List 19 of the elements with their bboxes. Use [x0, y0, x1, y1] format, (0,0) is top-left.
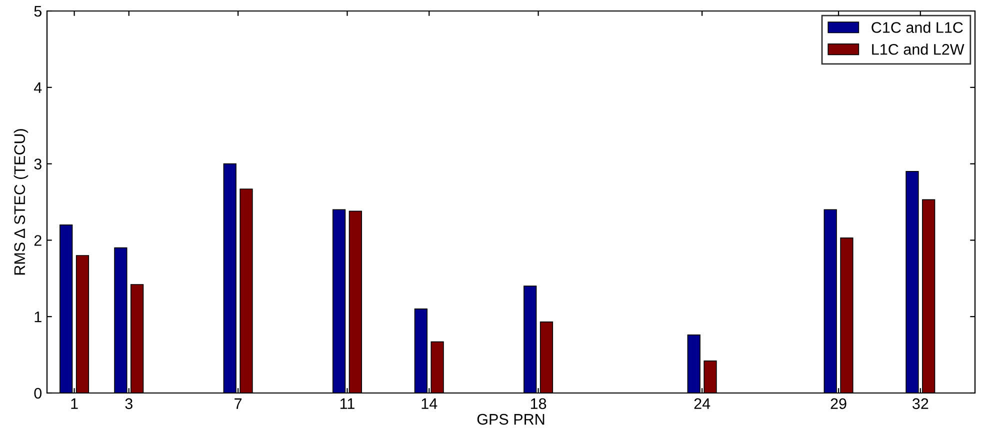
x-tick-label: 14: [422, 398, 438, 409]
x-tick-label: 11: [340, 398, 354, 409]
x-tick-label: 7: [234, 398, 242, 409]
x-tick-label: 3: [125, 398, 132, 410]
x-tick-label: 1: [71, 398, 78, 409]
y-tick-label: 2: [34, 235, 42, 246]
y-axis-title: RMS Δ STEC (TECU): [14, 129, 28, 275]
y-tick-label: 3: [34, 158, 42, 170]
legend-label: C1C and L1C: [872, 22, 963, 33]
y-tick-label: 0: [34, 388, 42, 399]
legend-label: L1C and L2W: [872, 44, 964, 55]
x-tick-label: 32: [912, 398, 928, 410]
x-tick-label: 29: [830, 398, 846, 410]
x-axis-title: GPS PRN: [477, 414, 544, 425]
y-tick-label: 4: [34, 82, 42, 93]
x-tick-label: 18: [530, 398, 546, 410]
y-tick-label: 1: [34, 312, 42, 322]
x-tick-label: 24: [694, 398, 710, 409]
y-tick-label: 5: [34, 6, 42, 17]
